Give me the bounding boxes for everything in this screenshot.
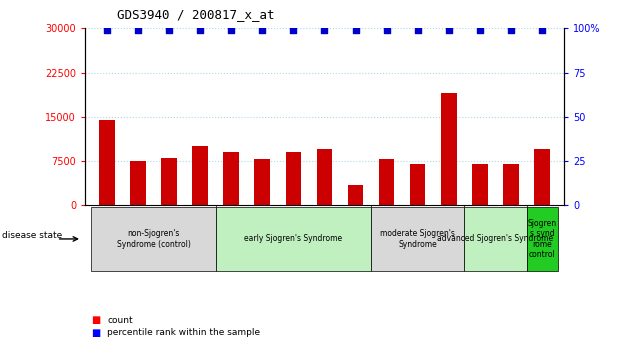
Point (102, 27, 112, 33)
Text: moderate Sjogren's
Syndrome: moderate Sjogren's Syndrome (381, 229, 455, 249)
Point (475, 27, 485, 33)
Bar (472, 164, 488, 205)
FancyBboxPatch shape (91, 207, 215, 271)
Bar (192, 146, 208, 205)
FancyBboxPatch shape (371, 207, 464, 271)
Bar (317, 149, 332, 205)
Point (195, 27, 205, 33)
Point (382, 27, 392, 33)
Point (413, 27, 423, 33)
Bar (410, 164, 425, 205)
Bar (99, 120, 115, 205)
Point (319, 27, 329, 33)
Point (537, 27, 547, 33)
Point (226, 27, 236, 33)
Bar (441, 93, 457, 205)
Point (133, 27, 143, 33)
Text: ■: ■ (91, 315, 101, 325)
FancyBboxPatch shape (215, 207, 371, 271)
Bar (224, 152, 239, 205)
Bar (534, 149, 550, 205)
Bar (255, 159, 270, 205)
FancyBboxPatch shape (464, 207, 527, 271)
Bar (161, 158, 177, 205)
Text: early Sjogren's Syndrome: early Sjogren's Syndrome (244, 234, 343, 244)
FancyBboxPatch shape (527, 207, 558, 271)
Point (444, 27, 454, 33)
Point (289, 27, 299, 33)
Bar (285, 152, 301, 205)
Text: disease state: disease state (2, 231, 62, 240)
Text: non-Sjogren's
Syndrome (control): non-Sjogren's Syndrome (control) (117, 229, 190, 249)
Text: ■: ■ (91, 328, 101, 338)
Text: Sjogren
s synd
rome
control: Sjogren s synd rome control (527, 219, 557, 259)
Bar (130, 161, 146, 205)
Point (164, 27, 174, 33)
Bar (348, 185, 364, 205)
Text: count: count (107, 316, 133, 325)
Bar (503, 164, 518, 205)
Bar (379, 159, 394, 205)
Text: percentile rank within the sample: percentile rank within the sample (107, 328, 260, 337)
Text: GDS3940 / 200817_x_at: GDS3940 / 200817_x_at (117, 8, 274, 21)
Point (257, 27, 267, 33)
Point (506, 27, 516, 33)
Text: advanced Sjogren's Syndrome: advanced Sjogren's Syndrome (437, 234, 554, 244)
Point (350, 27, 360, 33)
